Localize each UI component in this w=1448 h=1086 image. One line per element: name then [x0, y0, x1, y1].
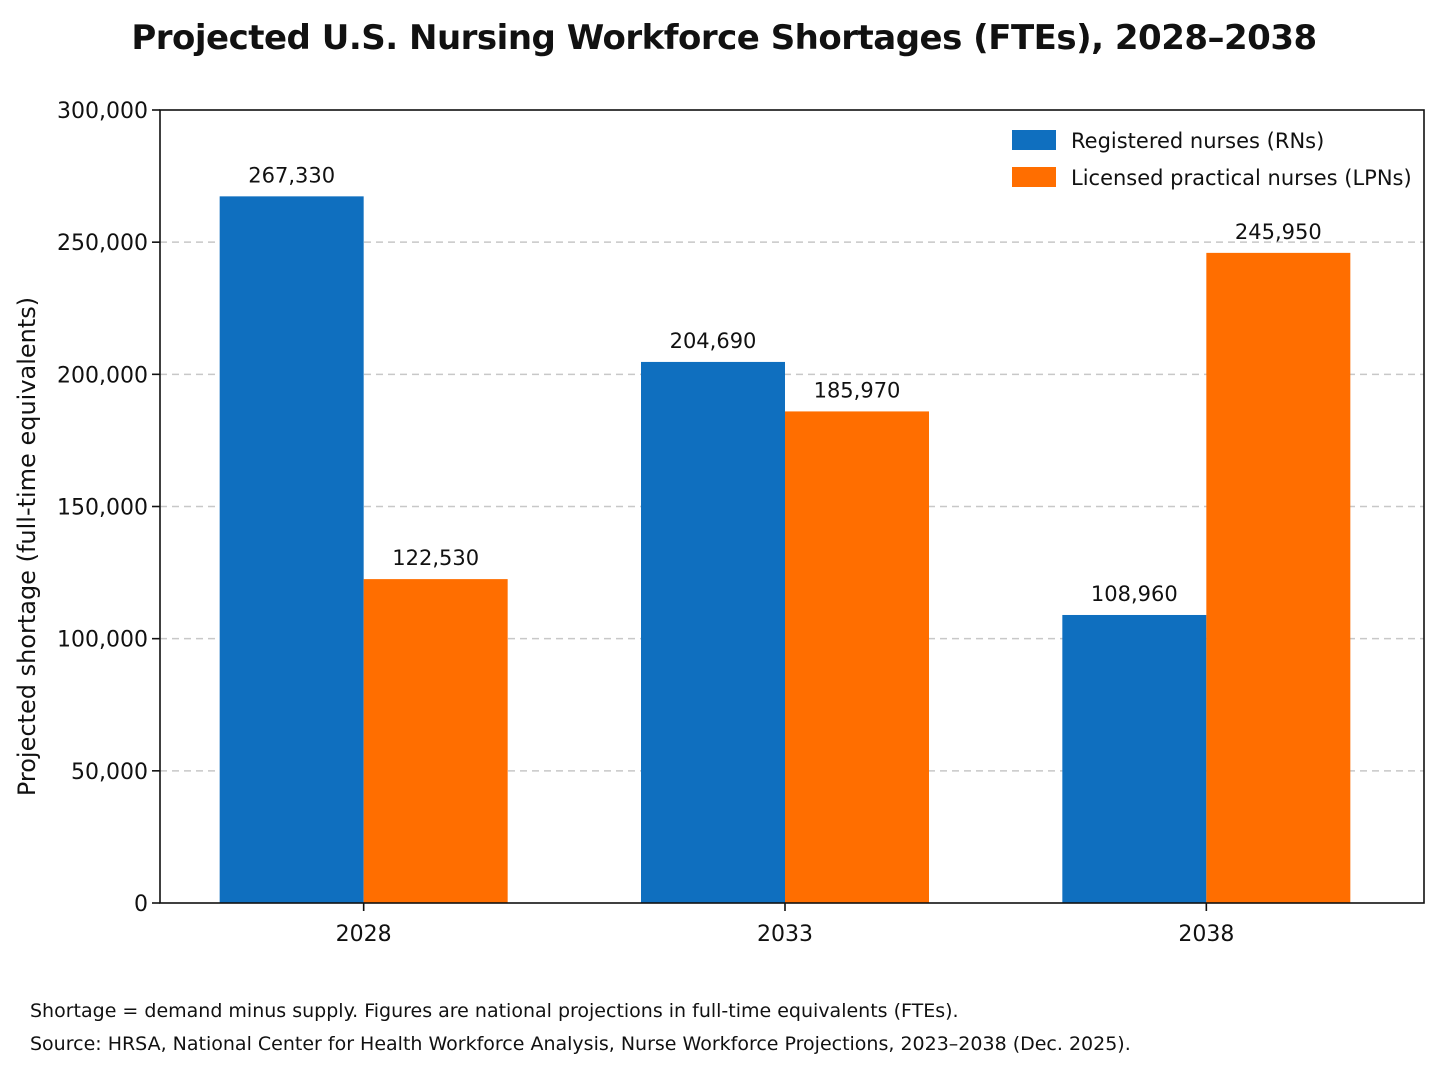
- legend-label-lpn: Licensed practical nurses (LPNs): [1071, 166, 1412, 190]
- x-tick-label: 2028: [336, 922, 392, 947]
- bar-lpn-2033: [785, 411, 929, 903]
- y-tick-label: 150,000: [57, 496, 148, 521]
- legend-swatch-rn: [1012, 130, 1056, 150]
- x-tick-label: 2038: [1178, 922, 1234, 947]
- footnote-source: Source: HRSA, National Center for Health…: [30, 1033, 1131, 1055]
- y-tick-label: 100,000: [57, 628, 148, 653]
- y-tick-label: 200,000: [57, 363, 148, 388]
- data-label: 108,960: [1091, 582, 1178, 606]
- chart-title: Projected U.S. Nursing Workforce Shortag…: [131, 18, 1317, 58]
- bar-lpn-2028: [363, 579, 508, 903]
- bar-rn-2028: [219, 196, 364, 904]
- x-tick-label: 2033: [757, 922, 813, 947]
- y-tick-label: 0: [134, 892, 148, 917]
- legend-label-rn: Registered nurses (RNs): [1071, 129, 1324, 153]
- bar-lpn-2038: [1206, 252, 1351, 903]
- bar-rn-2038: [1062, 614, 1207, 903]
- data-label: 122,530: [392, 546, 479, 570]
- data-label: 267,330: [248, 163, 335, 187]
- legend-swatch-lpn: [1012, 167, 1056, 187]
- data-label: 185,970: [814, 378, 901, 402]
- footnote-definition: Shortage = demand minus supply. Figures …: [30, 1000, 959, 1022]
- y-tick-label: 300,000: [57, 99, 148, 124]
- data-label: 204,690: [670, 329, 757, 353]
- data-label: 245,950: [1235, 220, 1322, 244]
- bar-rn-2033: [641, 361, 785, 903]
- y-axis-label: Projected shortage (full-time equivalent…: [13, 297, 41, 796]
- y-tick-label: 250,000: [57, 231, 148, 256]
- y-tick-label: 50,000: [71, 760, 148, 785]
